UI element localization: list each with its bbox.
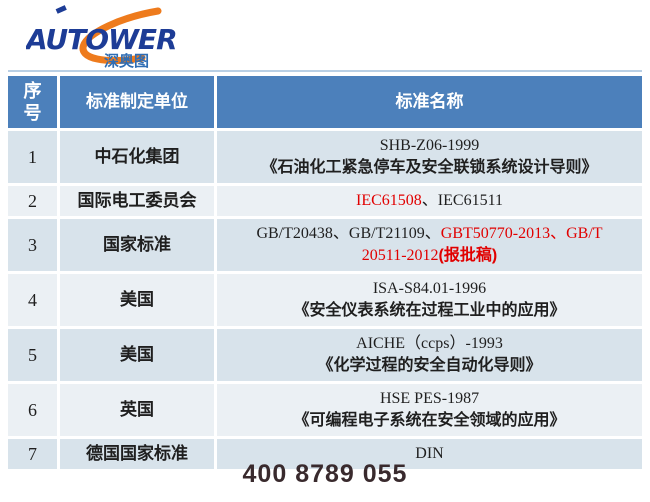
standard-name-cell: AICHE（ccps）-1993 《化学过程的安全自动化导则》: [217, 329, 642, 381]
serial-cell: 4: [8, 274, 57, 326]
org-cell: 美国: [60, 329, 214, 381]
standard-text: 、IEC61511: [421, 192, 503, 209]
standard-name-cell: HSE PES-1987 《可编程电子系统在安全领域的应用》: [217, 384, 642, 436]
highlighted-standard-text: (报批稿): [438, 247, 498, 264]
standard-text: GB/T20438、GB/T21109、: [256, 225, 441, 242]
serial-cell: 1: [8, 131, 57, 183]
standard-name-line: 《可编程电子系统在安全领域的应用》: [219, 410, 640, 432]
standard-text: 《石油化工紧急停车及安全联锁系统设计导则》: [261, 159, 598, 176]
org-cell: 国际电工委员会: [60, 186, 214, 216]
serial-cell: 6: [8, 384, 57, 436]
org-cell: 英国: [60, 384, 214, 436]
standard-name-line: ISA-S84.01-1996: [219, 278, 640, 300]
table-row: 5 美国 AICHE（ccps）-1993 《化学过程的安全自动化导则》: [8, 329, 642, 381]
standard-name-line: SHB-Z06-1999: [219, 135, 640, 157]
table-row: 3 国家标准 GB/T20438、GB/T21109、GBT50770-2013、G…: [8, 219, 642, 271]
standard-name-cell: IEC61508、IEC61511: [217, 186, 642, 216]
org-cell: 美国: [60, 274, 214, 326]
logo-swoosh-icon: [79, 7, 162, 64]
table-row: 1 中石化集团 SHB-Z06-1999 《石油化工紧急停车及安全联锁系统设计导则》: [8, 131, 642, 183]
table-row: 7 德国国家标准 DIN: [8, 439, 642, 469]
standard-name-cell: DIN: [217, 439, 642, 469]
header-serial-label: 序号: [23, 81, 42, 123]
standard-name-cell: SHB-Z06-1999 《石油化工紧急停车及安全联锁系统设计导则》: [217, 131, 642, 183]
standard-text: SHB-Z06-1999: [379, 137, 480, 154]
serial-cell: 3: [8, 219, 57, 271]
logo-brand-text: AUTOWER: [26, 23, 177, 56]
org-cell: 国家标准: [60, 219, 214, 271]
table-row: 4 美国 ISA-S84.01-1996 《安全仪表系统在过程工业中的应用》: [8, 274, 642, 326]
standard-text: 《可编程电子系统在安全领域的应用》: [293, 412, 566, 429]
standard-text: 《安全仪表系统在过程工业中的应用》: [293, 302, 566, 319]
standard-name-line: 《化学过程的安全自动化导则》: [219, 355, 640, 377]
table-top-rule: [8, 70, 642, 72]
logo-accent-icon: [55, 5, 67, 14]
hotline-number: 400 8789 055: [242, 460, 408, 488]
table-row: 6 英国 HSE PES-1987 《可编程电子系统在安全领域的应用》: [8, 384, 642, 436]
header-standard-name: 标准名称: [217, 76, 642, 128]
standard-name-cell: GB/T20438、GB/T21109、GBT50770-2013、GB/T 20…: [217, 219, 642, 271]
header-org: 标准制定单位: [60, 76, 214, 128]
standard-name-line: 20511-2012(报批稿): [219, 245, 640, 267]
highlighted-standard-text: 20511-2012: [361, 247, 439, 264]
standard-text: DIN: [415, 445, 444, 462]
org-cell: 中石化集团: [60, 131, 214, 183]
standards-table-body: 1 中石化集团 SHB-Z06-1999 《石油化工紧急停车及安全联锁系统设计导则》 2…: [8, 131, 642, 469]
highlighted-standard-text: GBT50770-2013、GB/T: [440, 225, 603, 242]
standards-table: 序号 标准制定单位 标准名称 1 中石化集团 SHB-Z06-1999 《石油化工紧急…: [5, 73, 645, 472]
table-row: 2 国际电工委员会 IEC61508、IEC61511: [8, 186, 642, 216]
serial-cell: 2: [8, 186, 57, 216]
standard-name-line: GB/T20438、GB/T21109、GBT50770-2013、GB/T: [219, 223, 640, 245]
standard-text: ISA-S84.01-1996: [372, 280, 487, 297]
standard-name-line: HSE PES-1987: [219, 388, 640, 410]
serial-cell: 7: [8, 439, 57, 469]
serial-cell: 5: [8, 329, 57, 381]
standard-text: HSE PES-1987: [379, 390, 480, 407]
table-header: 序号 标准制定单位 标准名称: [8, 76, 642, 128]
standard-name-line: 《安全仪表系统在过程工业中的应用》: [219, 300, 640, 322]
standard-name-line: DIN: [219, 443, 640, 465]
standard-name-cell: ISA-S84.01-1996 《安全仪表系统在过程工业中的应用》: [217, 274, 642, 326]
highlighted-standard-text: IEC61508: [356, 192, 422, 209]
standard-name-line: IEC61508、IEC61511: [219, 190, 640, 212]
standard-name-line: AICHE（ccps）-1993: [219, 333, 640, 355]
autower-logo: AUTOWER 深奥图: [26, 5, 178, 70]
header-serial: 序号: [8, 76, 57, 128]
standard-name-line: 《石油化工紧急停车及安全联锁系统设计导则》: [219, 157, 640, 179]
logo-subtitle-text: 深奥图: [104, 52, 149, 70]
standard-text: AICHE（ccps）-1993: [356, 335, 503, 352]
org-cell: 德国国家标准: [60, 439, 214, 469]
standard-text: 《化学过程的安全自动化导则》: [317, 357, 542, 374]
